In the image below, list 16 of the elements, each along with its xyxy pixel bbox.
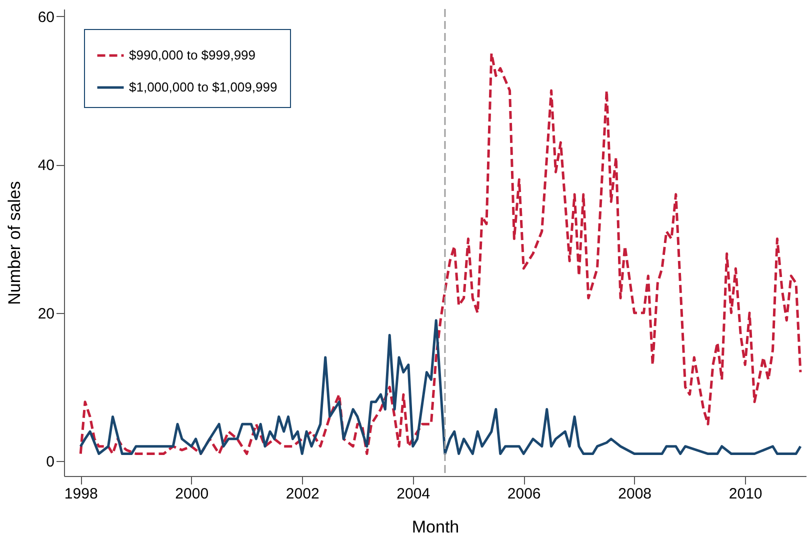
- y-axis-title: Number of sales: [4, 181, 24, 305]
- x-tick-label: 2004: [396, 486, 430, 502]
- legend-label: $1,000,000 to $1,009,999: [129, 80, 278, 94]
- x-axis-title: Month: [412, 518, 460, 536]
- x-tick-label: 2006: [507, 486, 541, 502]
- x-tick-label: 1998: [64, 486, 98, 502]
- y-tick-label: 60: [38, 8, 54, 26]
- x-tick-label: 2010: [728, 486, 762, 502]
- y-tick-label: 20: [38, 305, 54, 322]
- x-tick-label: 2002: [286, 486, 320, 502]
- y-tick-label: 0: [46, 454, 54, 471]
- x-tick-label: 2000: [175, 486, 209, 502]
- y-tick-label: 40: [38, 157, 54, 174]
- legend-label: $990,000 to $999,999: [129, 48, 256, 62]
- line-series: [79, 319, 802, 456]
- x-tick-label: 2008: [618, 486, 652, 502]
